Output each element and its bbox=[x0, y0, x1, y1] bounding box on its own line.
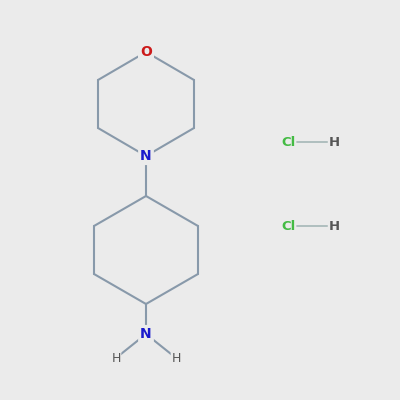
Text: N: N bbox=[140, 327, 152, 341]
Text: H: H bbox=[328, 136, 340, 148]
Text: H: H bbox=[111, 352, 121, 364]
Text: Cl: Cl bbox=[281, 220, 295, 232]
Text: O: O bbox=[140, 45, 152, 59]
Text: H: H bbox=[328, 220, 340, 232]
Text: H: H bbox=[171, 352, 181, 364]
Text: Cl: Cl bbox=[281, 136, 295, 148]
Text: N: N bbox=[140, 149, 152, 163]
